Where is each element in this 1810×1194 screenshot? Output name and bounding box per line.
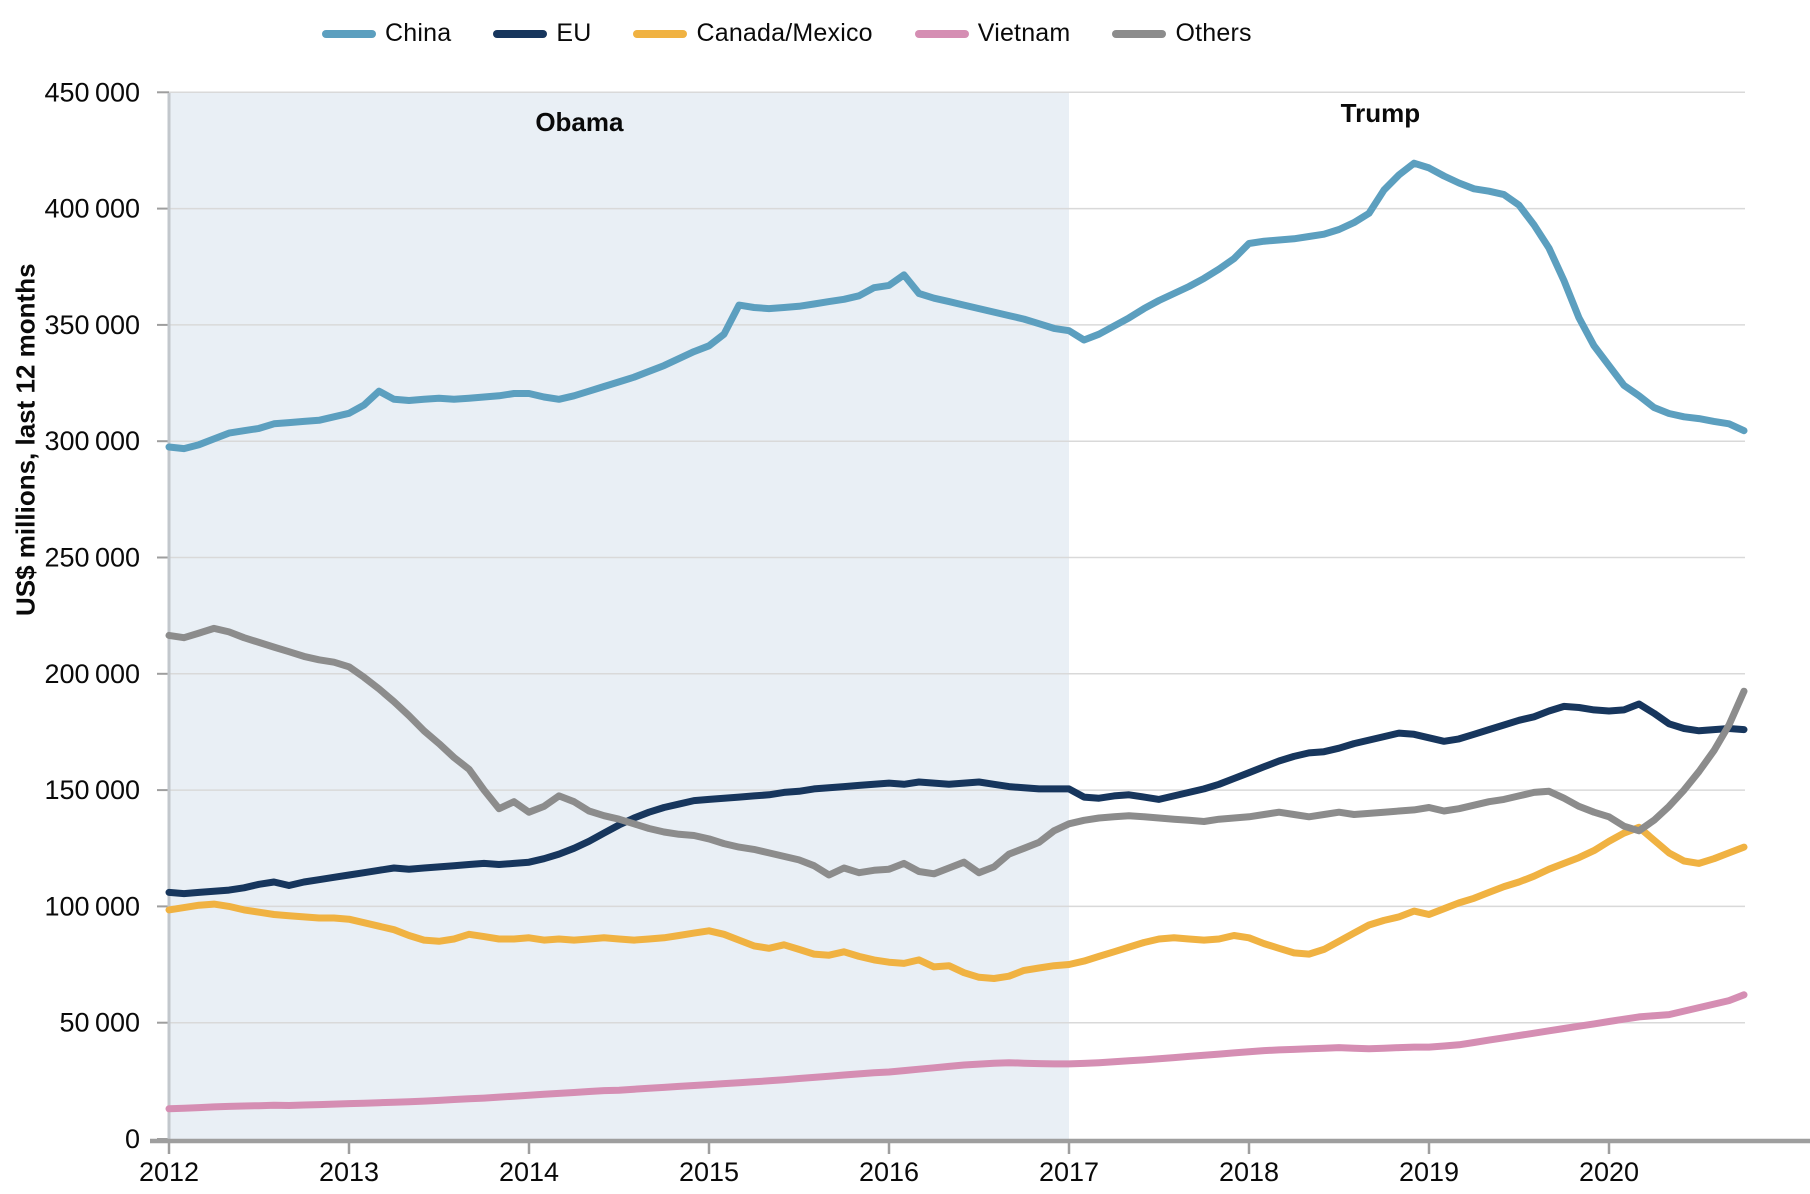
obama-term-shade <box>169 93 1069 1141</box>
legend-item-vietnam: Vietnam <box>914 19 1071 48</box>
legend-item-eu: EU <box>493 19 591 48</box>
legend-swatch <box>493 29 548 38</box>
legend-label: China <box>385 19 452 47</box>
y-tick-label: 50 000 <box>60 1008 141 1038</box>
y-tick-label: 150 000 <box>44 775 140 805</box>
y-tick-label: 100 000 <box>44 891 140 921</box>
x-tick-label: 2013 <box>319 1157 379 1187</box>
legend-item-others: Others <box>1112 19 1251 48</box>
legend-swatch <box>322 29 376 38</box>
x-tick-label: 2019 <box>1399 1157 1459 1187</box>
x-tick-label: 2012 <box>139 1157 199 1187</box>
legend-swatch <box>914 29 969 38</box>
y-tick-label: 400 000 <box>44 194 140 224</box>
y-tick-label: 200 000 <box>44 659 140 689</box>
obama-label: Obama <box>535 107 624 137</box>
y-tick-label: 350 000 <box>44 310 140 340</box>
legend-item-china: China <box>322 19 451 48</box>
x-tick-label: 2015 <box>679 1157 739 1187</box>
y-tick-label: 0 <box>125 1124 140 1154</box>
legend-item-canada-mexico: Canada/Mexico <box>633 19 873 48</box>
legend-label: EU <box>556 19 592 47</box>
y-tick-label: 300 000 <box>44 426 140 456</box>
legend-label: Canada/Mexico <box>696 19 873 47</box>
trump-label: Trump <box>1341 98 1420 128</box>
x-tick-label: 2020 <box>1579 1157 1639 1187</box>
y-tick-label: 250 000 <box>44 543 140 573</box>
legend-label: Others <box>1175 19 1252 47</box>
legend-label: Vietnam <box>977 19 1071 47</box>
x-tick-label: 2016 <box>859 1157 919 1187</box>
x-tick-label: 2014 <box>499 1157 559 1187</box>
series-line-others <box>165 624 1748 879</box>
series-line-canada-mexico <box>165 823 1748 982</box>
series-line-vietnam <box>165 991 1748 1113</box>
legend-swatch <box>1112 29 1167 38</box>
series-line-china <box>165 159 1748 453</box>
legend: China EU Canada/Mexico Vietnam Others <box>322 19 1252 48</box>
x-tick-label: 2018 <box>1219 1157 1279 1187</box>
x-tick-label: 2017 <box>1039 1157 1099 1187</box>
y-tick-label: 450 000 <box>44 77 140 107</box>
series-line-eu <box>165 700 1748 898</box>
legend-swatch <box>633 29 688 38</box>
